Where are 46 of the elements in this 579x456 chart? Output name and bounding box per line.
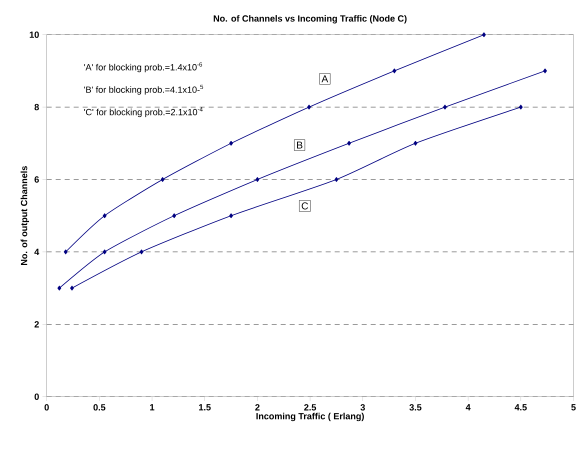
point [482,32,486,38]
point [102,250,107,254]
x-tick-label: 4.5 [514,404,527,410]
annotation: 'C' for blocking prob.=2.1x10$^{-4}$ [84,107,203,118]
annotation: C [302,202,308,210]
y-tick-label: 0 [34,394,39,400]
point [140,250,144,254]
y-axis-title: No. of output Channels [20,166,30,266]
x-tick-label: 1 [150,404,154,410]
x-tick-label: 2 [255,404,260,410]
point [256,177,260,182]
y-tick-label: 8 [34,104,39,110]
point [57,286,62,290]
point [347,140,351,146]
y-tick-label: 4 [34,248,40,255]
point [160,177,164,182]
point [392,68,396,74]
y-tick-label: 6 [34,176,39,183]
point [334,177,338,182]
point [307,104,311,110]
annotation: A [322,75,328,82]
x-tick-label: 3 [360,404,365,411]
x-tick-label: 0 [44,404,49,411]
annotation: B [297,142,302,149]
x-tick-label: 5 [571,404,576,410]
point [229,213,233,218]
point [70,286,74,290]
point [518,104,523,110]
point [443,104,447,110]
chart-title: No. of Channels vs Incoming Traffic (Node C) [214,15,407,24]
y-tick-label: 2 [34,321,39,328]
y-tick-label: 10 [30,32,39,38]
x-tick-label: 1.5 [199,404,211,410]
x-tick-label: 4 [466,404,471,410]
x-tick-label: 3.5 [409,404,422,411]
point [102,213,107,218]
x-axis-title: Incoming Traffic ( Erlang) [256,412,364,422]
point [543,68,547,74]
point [64,250,68,254]
x-tick-label: 2.5 [304,404,316,411]
point [172,213,176,218]
x-tick-label: 0.5 [93,404,106,411]
point [229,140,233,146]
annotation: 'A' for blocking prob.=1.4x10$^{-6}$ [84,62,202,72]
point [414,140,418,146]
annotation: 'B' for blocking prob.=4.1x10-$^{5}$ [84,84,204,95]
